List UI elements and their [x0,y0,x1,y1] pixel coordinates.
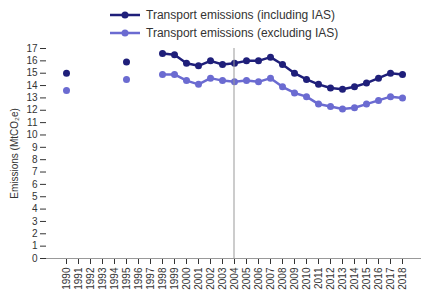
svg-text:2008: 2008 [277,267,288,290]
svg-text:9: 9 [32,142,38,153]
svg-text:2001: 2001 [193,267,204,290]
svg-text:5: 5 [32,191,38,202]
svg-text:1998: 1998 [157,267,168,290]
svg-text:2003: 2003 [217,267,228,290]
svg-text:2013: 2013 [337,267,348,290]
svg-text:0: 0 [32,253,38,264]
svg-text:2006: 2006 [253,267,264,290]
svg-text:3: 3 [32,216,38,227]
svg-text:1999: 1999 [169,267,180,290]
svg-text:2002: 2002 [205,267,216,290]
svg-text:2: 2 [32,228,38,239]
svg-text:1993: 1993 [97,267,108,290]
svg-text:2000: 2000 [181,267,192,290]
svg-text:12: 12 [26,104,38,115]
svg-text:2007: 2007 [265,267,276,290]
svg-text:2012: 2012 [325,267,336,290]
svg-text:2010: 2010 [301,267,312,290]
svg-text:2005: 2005 [241,267,252,290]
svg-text:1992: 1992 [85,267,96,290]
svg-text:1994: 1994 [109,267,120,290]
svg-text:16: 16 [26,55,38,66]
html-text:Transport emissions (excluding: Transport emissions (excluding IAS) [146,26,339,40]
svg-text:11: 11 [27,117,38,128]
svg-text:2004: 2004 [229,267,240,290]
svg-text:1996: 1996 [133,267,144,290]
svg-text:8: 8 [32,154,38,165]
svg-text:15: 15 [26,67,38,78]
svg-text:17: 17 [26,43,38,54]
svg-text:6: 6 [32,179,38,190]
svg-text:1997: 1997 [145,267,156,290]
svg-text:2009: 2009 [289,267,300,290]
svg-text:2015: 2015 [361,267,372,290]
svg-text:2018: 2018 [397,267,408,290]
svg-text:1: 1 [32,240,38,251]
svg-text:2011: 2011 [313,267,324,289]
svg-text:Emissions (MtCO₂e): Emissions (MtCO₂e) [9,108,20,199]
svg-text:1991: 1991 [73,267,84,290]
svg-text:2016: 2016 [373,267,384,290]
svg-text:13: 13 [26,92,38,103]
svg-text:10: 10 [26,129,38,140]
svg-text:2017: 2017 [385,267,396,290]
svg-text:2014: 2014 [349,267,360,290]
svg-text:4: 4 [32,203,38,214]
svg-text:1990: 1990 [61,267,72,290]
svg-text:1995: 1995 [121,267,132,290]
html-text:Transport emissions (including: Transport emissions (including IAS) [146,8,335,22]
svg-text:14: 14 [26,80,38,91]
svg-text:7: 7 [32,166,38,177]
